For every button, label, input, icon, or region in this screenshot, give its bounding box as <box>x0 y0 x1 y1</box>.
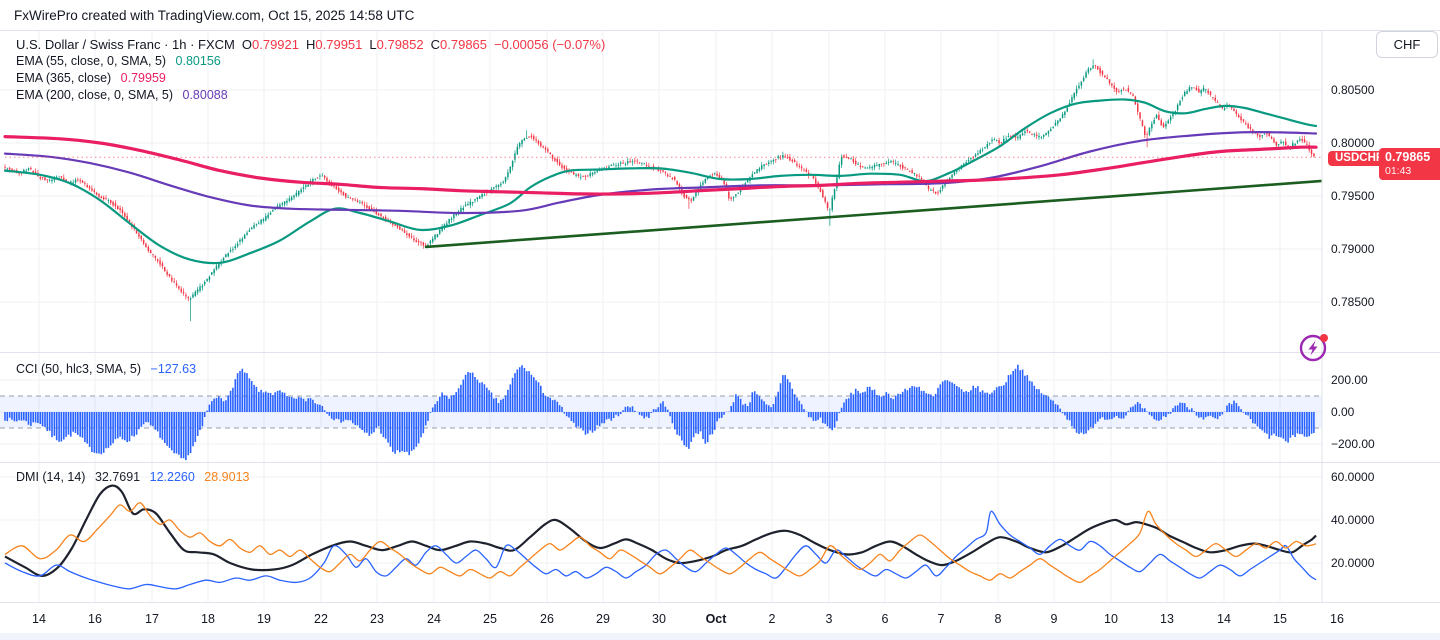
symbol-legend-row: U.S. Dollar / Swiss Franc · 1h · FXCM O0.… <box>16 36 605 53</box>
time-tick-label: 16 <box>1330 612 1344 626</box>
ema55-value: 0.80156 <box>175 54 221 68</box>
time-tick-label: 13 <box>1160 612 1174 626</box>
time-tick-label: 22 <box>314 612 328 626</box>
alert-lightning-icon[interactable] <box>1297 330 1331 364</box>
time-tick-label: 10 <box>1104 612 1118 626</box>
ema200-value: 0.80088 <box>182 88 228 102</box>
ohlc-value: 0.79951 <box>315 37 363 52</box>
time-tick-label: 14 <box>32 612 46 626</box>
time-tick-label: 8 <box>994 612 1002 626</box>
ohlc-key: C <box>430 37 441 52</box>
bottom-strip <box>0 633 1440 640</box>
ema200-legend-row: EMA (200, close, 0, SMA, 5) 0.80088 <box>16 87 605 104</box>
dmi-tick-label: 40.0000 <box>1331 513 1375 527</box>
time-tick-label: 14 <box>1217 612 1231 626</box>
last-price-value: 0.79865 <box>1385 150 1431 164</box>
price-tick-label: 0.78500 <box>1331 295 1375 309</box>
time-tick-label: 2 <box>768 612 776 626</box>
cci-tick-label: 200.00 <box>1331 373 1368 387</box>
ohlc-values: O0.79921 H0.79951 L0.79852 C0.79865 <box>235 37 487 52</box>
time-tick-label: 15 <box>1273 612 1287 626</box>
ema365-value: 0.79959 <box>120 71 166 85</box>
time-tick-label: 26 <box>540 612 554 626</box>
chart-legend: U.S. Dollar / Swiss Franc · 1h · FXCM O0.… <box>16 36 605 104</box>
time-tick-label: 30 <box>652 612 666 626</box>
dmi-minus-di-value: 28.9013 <box>204 470 250 484</box>
time-tick-label: 29 <box>596 612 610 626</box>
ohlc-key: H <box>306 37 316 52</box>
bar-countdown: 01:43 <box>1385 165 1412 177</box>
ema365-legend-row: EMA (365, close) 0.79959 <box>16 70 605 87</box>
ema365-label: EMA (365, close) <box>16 71 112 85</box>
dmi-adx-value: 32.7691 <box>94 470 141 484</box>
time-tick-label: 3 <box>825 612 833 626</box>
dmi-tick-label: 60.0000 <box>1331 470 1375 484</box>
cci-label: CCI (50, hlc3, SMA, 5) <box>16 362 142 376</box>
dmi-plus-di-value: 12.2260 <box>149 470 195 484</box>
time-tick-label: 9 <box>1050 612 1058 626</box>
cci-legend-row: CCI (50, hlc3, SMA, 5) −127.63 <box>16 362 196 376</box>
ema200-label: EMA (200, close, 0, SMA, 5) <box>16 88 174 102</box>
time-tick-label: Oct <box>705 612 727 626</box>
time-tick-label: 16 <box>88 612 102 626</box>
time-tick-label: 6 <box>881 612 889 626</box>
time-tick-label: 17 <box>145 612 159 626</box>
time-tick-label: 7 <box>937 612 945 626</box>
dmi-label: DMI (14, 14) <box>16 470 86 484</box>
ohlc-key: O <box>241 37 252 52</box>
price-tick-label: 0.79000 <box>1331 242 1375 256</box>
symbol-title: U.S. Dollar / Swiss Franc · 1h · FXCM <box>16 37 235 52</box>
dmi-legend-row: DMI (14, 14) 32.7691 12.2260 28.9013 <box>16 470 249 484</box>
cci-value: −127.63 <box>150 362 197 376</box>
ohlc-value: 0.79865 <box>440 37 488 52</box>
time-tick-label: 19 <box>257 612 271 626</box>
time-tick-label: 25 <box>483 612 497 626</box>
cci-tick-label: 0.00 <box>1331 405 1355 419</box>
change-value: −0.00056 (−0.07%) <box>494 37 606 52</box>
ohlc-key: L <box>369 37 377 52</box>
ema55-label: EMA (55, close, 0, SMA, 5) <box>16 54 167 68</box>
last-price-axis-tag: 0.79865 01:43 <box>1379 148 1440 180</box>
cci-tick-label: −200.00 <box>1331 437 1375 451</box>
time-tick-label: 23 <box>370 612 384 626</box>
time-tick-label: 18 <box>201 612 215 626</box>
dmi-tick-label: 20.0000 <box>1331 556 1375 570</box>
ohlc-value: 0.79921 <box>252 37 299 52</box>
price-tick-label: 0.80000 <box>1331 136 1375 150</box>
currency-toggle-button[interactable]: CHF <box>1376 31 1438 58</box>
ema55-legend-row: EMA (55, close, 0, SMA, 5) 0.80156 <box>16 53 605 70</box>
last-price-symbol-tag: USDCHF <box>1328 151 1390 166</box>
watermark-title: FxWirePro created with TradingView.com, … <box>14 8 415 23</box>
time-tick-label: 24 <box>427 612 441 626</box>
price-tick-label: 0.79500 <box>1331 189 1375 203</box>
ohlc-value: 0.79852 <box>376 37 424 52</box>
price-tick-label: 0.80500 <box>1331 83 1375 97</box>
